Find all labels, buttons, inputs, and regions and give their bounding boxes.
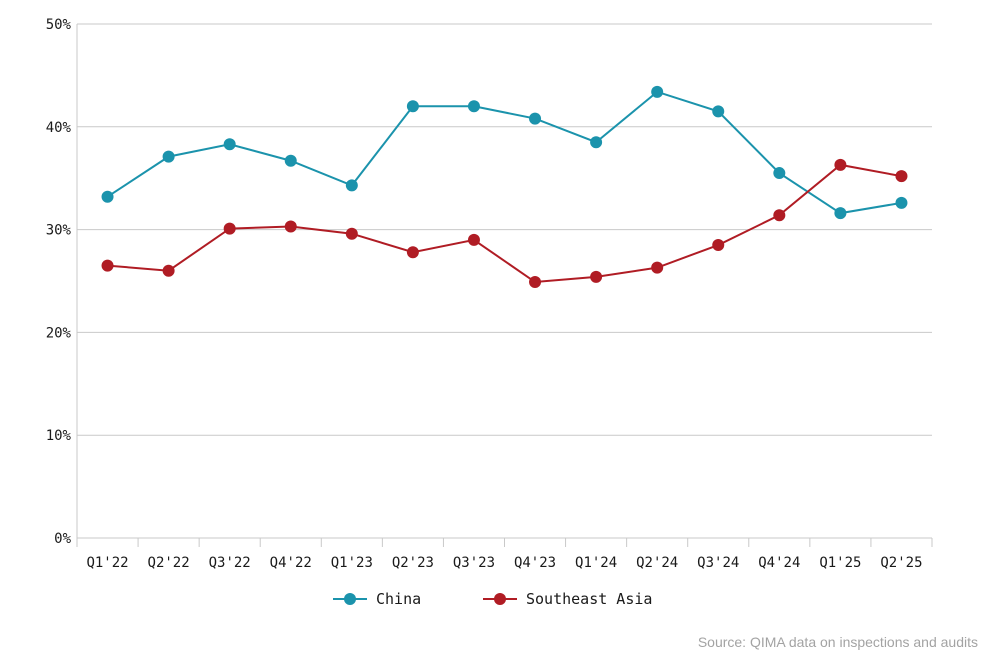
legend-marker-southeast-asia (494, 593, 506, 605)
y-tick-label: 30% (46, 223, 72, 239)
series-line-china (106, 90, 902, 215)
data-point-southeast-asia (590, 270, 603, 283)
x-tick-label: Q1'23 (331, 555, 373, 571)
data-point-china (834, 207, 847, 220)
x-tick-label: Q1'25 (819, 555, 861, 571)
data-point-southeast-asia (101, 259, 114, 272)
line-chart: 0%10%20%30%40%50% Q1'22 Q2'22 Q3'22 Q4'22 Q1… (46, 17, 933, 608)
x-tick-label: Q2'23 (392, 555, 434, 571)
x-tick-label: Q4'24 (758, 555, 800, 571)
series-southeast-asia (101, 158, 908, 289)
legend-item-china: China (333, 590, 421, 608)
x-tick-label: Q1'22 (86, 555, 128, 571)
data-point-china (773, 167, 786, 180)
legend-item-southeast-asia: Southeast Asia (483, 590, 652, 608)
data-point-southeast-asia (223, 222, 236, 235)
legend-marker-china (344, 593, 356, 605)
x-axis-tick-labels: Q1'22 Q2'22 Q3'22 Q4'22 Q1'23 Q2'23 Q3'23 Q4'23… (86, 555, 922, 571)
data-point-southeast-asia (284, 220, 297, 233)
y-tick-label: 40% (46, 120, 72, 136)
data-point-china (712, 105, 725, 118)
data-point-china (223, 138, 236, 151)
x-tick-label: Q4'23 (514, 555, 556, 571)
legend-label-china: China (376, 590, 421, 608)
data-point-southeast-asia (467, 233, 480, 246)
legend: China Southeast Asia (333, 590, 652, 608)
data-point-china (590, 136, 603, 149)
data-point-china (895, 196, 908, 209)
data-point-southeast-asia (406, 246, 419, 259)
data-point-china (529, 112, 542, 125)
data-point-southeast-asia (162, 264, 175, 277)
y-tick-label: 20% (46, 325, 72, 341)
series-line-southeast-asia (107, 163, 902, 284)
y-tick-label: 0% (54, 531, 71, 547)
x-tick-label: Q1'24 (575, 555, 617, 571)
data-point-southeast-asia (773, 209, 786, 222)
data-point-southeast-asia (712, 239, 725, 252)
legend-label-southeast-asia: Southeast Asia (526, 590, 652, 608)
data-point-china (651, 85, 664, 98)
data-point-china (284, 154, 297, 167)
data-point-china (406, 100, 419, 113)
y-axis-tick-labels: 0% 10% 20% 30% 40% 50% (46, 17, 72, 547)
data-point-china (345, 179, 358, 192)
data-point-southeast-asia (651, 261, 664, 274)
data-point-southeast-asia (895, 170, 908, 183)
y-tick-label: 50% (46, 17, 72, 33)
data-point-china (467, 100, 480, 113)
y-tick-label: 10% (46, 428, 72, 444)
x-tick-label: Q3'24 (697, 555, 739, 571)
data-series (101, 85, 908, 289)
x-tick-label: Q2'22 (148, 555, 190, 571)
x-tick-label: Q4'22 (270, 555, 312, 571)
data-point-southeast-asia (345, 227, 358, 240)
data-point-southeast-asia (834, 158, 847, 171)
source-note: Source: QIMA data on inspections and aud… (697, 634, 978, 650)
data-point-china (101, 190, 114, 203)
series-china (101, 85, 908, 220)
x-tick-label: Q2'24 (636, 555, 678, 571)
data-point-china (162, 150, 175, 163)
x-tick-label: Q3'22 (209, 555, 251, 571)
gridlines (76, 23, 933, 547)
x-tick-label: Q3'23 (453, 555, 495, 571)
data-point-southeast-asia (529, 276, 542, 289)
x-tick-label: Q2'25 (880, 555, 922, 571)
